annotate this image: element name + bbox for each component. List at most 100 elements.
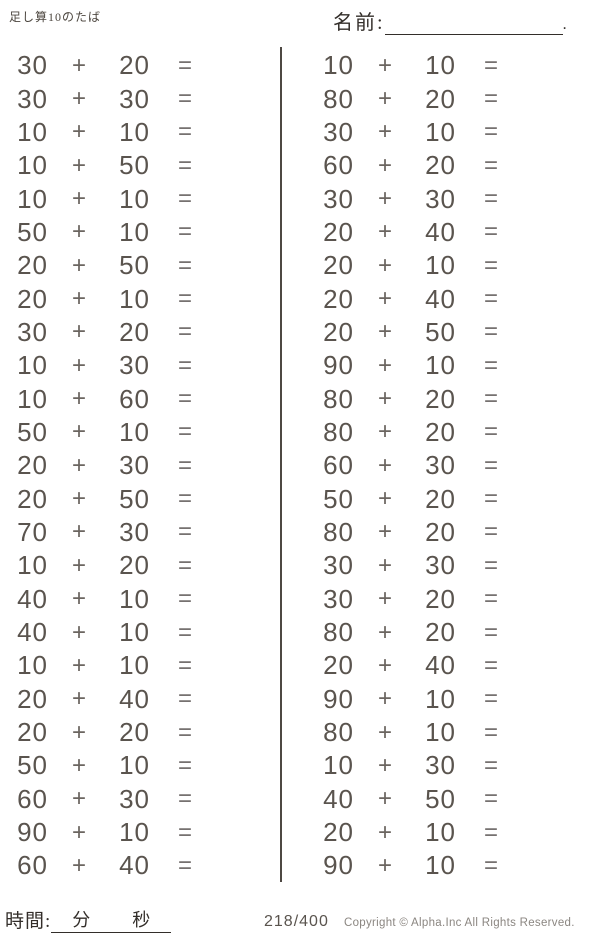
- equals-sign: =: [178, 751, 193, 779]
- problem-row: 70 + 30 =: [8, 516, 228, 549]
- operand-1: 20: [17, 483, 48, 514]
- problem-row: 20 + 50 =: [8, 482, 228, 515]
- problem-row: 90 + 10 =: [314, 683, 534, 716]
- plus-operator: +: [71, 385, 86, 413]
- operand-1: 30: [323, 550, 354, 581]
- plus-operator: +: [377, 451, 392, 479]
- operand-1: 10: [17, 350, 48, 381]
- plus-operator: +: [377, 518, 392, 546]
- operand-2: 10: [119, 750, 150, 781]
- equals-sign: =: [178, 618, 193, 646]
- operand-2: 30: [425, 550, 456, 581]
- plus-operator: +: [71, 185, 86, 213]
- plus-operator: +: [71, 118, 86, 146]
- operand-1: 20: [17, 717, 48, 748]
- problem-row: 80 + 20 =: [314, 616, 534, 649]
- plus-operator: +: [71, 85, 86, 113]
- operand-2: 50: [119, 250, 150, 281]
- plus-operator: +: [377, 685, 392, 713]
- equals-sign: =: [484, 451, 499, 479]
- problem-row: 10 + 10 =: [314, 49, 534, 82]
- plus-operator: +: [377, 285, 392, 313]
- problem-row: 30 + 30 =: [8, 82, 228, 115]
- problem-row: 20 + 40 =: [314, 282, 534, 315]
- equals-sign: =: [484, 418, 499, 446]
- plus-operator: +: [71, 485, 86, 513]
- plus-operator: +: [377, 385, 392, 413]
- time-label: 時間:: [5, 911, 52, 932]
- seconds-label: 秒: [132, 910, 151, 930]
- problem-row: 30 + 30 =: [314, 549, 534, 582]
- problem-row: 10 + 60 =: [8, 382, 228, 415]
- equals-sign: =: [178, 118, 193, 146]
- operand-1: 40: [17, 583, 48, 614]
- equals-sign: =: [178, 685, 193, 713]
- operand-2: 20: [425, 383, 456, 414]
- operand-1: 50: [17, 416, 48, 447]
- operand-1: 30: [323, 583, 354, 614]
- operand-1: 80: [323, 83, 354, 114]
- operand-1: 50: [17, 216, 48, 247]
- equals-sign: =: [484, 818, 499, 846]
- equals-sign: =: [178, 651, 193, 679]
- equals-sign: =: [178, 451, 193, 479]
- operand-1: 20: [17, 450, 48, 481]
- problem-row: 10 + 10 =: [8, 649, 228, 682]
- plus-operator: +: [377, 818, 392, 846]
- equals-sign: =: [178, 418, 193, 446]
- problem-row: 90 + 10 =: [314, 349, 534, 382]
- problem-row: 30 + 20 =: [8, 49, 228, 82]
- equals-sign: =: [484, 285, 499, 313]
- operand-2: 30: [425, 750, 456, 781]
- plus-operator: +: [71, 218, 86, 246]
- operand-2: 20: [119, 316, 150, 347]
- operand-2: 10: [425, 250, 456, 281]
- operand-2: 60: [119, 383, 150, 414]
- equals-sign: =: [484, 251, 499, 279]
- plus-operator: +: [71, 318, 86, 346]
- operand-2: 10: [119, 283, 150, 314]
- name-input-line[interactable]: [384, 12, 563, 35]
- problem-row: 20 + 10 =: [314, 249, 534, 282]
- problem-row: 20 + 40 =: [314, 649, 534, 682]
- equals-sign: =: [484, 718, 499, 746]
- operand-1: 10: [17, 116, 48, 147]
- problem-row: 60 + 40 =: [8, 849, 228, 882]
- operand-1: 20: [17, 683, 48, 714]
- equals-sign: =: [484, 185, 499, 213]
- operand-2: 50: [425, 783, 456, 814]
- operand-2: 50: [119, 483, 150, 514]
- equals-sign: =: [178, 585, 193, 613]
- plus-operator: +: [377, 785, 392, 813]
- operand-2: 20: [425, 583, 456, 614]
- operand-2: 20: [425, 83, 456, 114]
- plus-operator: +: [71, 518, 86, 546]
- equals-sign: =: [178, 785, 193, 813]
- time-input-line[interactable]: 分秒: [51, 908, 172, 933]
- plus-operator: +: [377, 118, 392, 146]
- equals-sign: =: [484, 85, 499, 113]
- operand-2: 30: [119, 83, 150, 114]
- plus-operator: +: [71, 418, 86, 446]
- equals-sign: =: [484, 651, 499, 679]
- equals-sign: =: [178, 185, 193, 213]
- operand-2: 20: [119, 717, 150, 748]
- operand-1: 20: [323, 283, 354, 314]
- plus-operator: +: [71, 718, 86, 746]
- plus-operator: +: [71, 618, 86, 646]
- operand-2: 40: [119, 683, 150, 714]
- equals-sign: =: [484, 618, 499, 646]
- problem-row: 40 + 10 =: [8, 616, 228, 649]
- operand-2: 10: [119, 617, 150, 648]
- operand-1: 20: [323, 216, 354, 247]
- equals-sign: =: [178, 485, 193, 513]
- operand-2: 20: [119, 50, 150, 81]
- operand-2: 40: [425, 216, 456, 247]
- plus-operator: +: [377, 651, 392, 679]
- operand-1: 60: [17, 850, 48, 881]
- operand-2: 10: [425, 683, 456, 714]
- equals-sign: =: [178, 218, 193, 246]
- problem-row: 80 + 20 =: [314, 516, 534, 549]
- operand-1: 20: [17, 250, 48, 281]
- plus-operator: +: [71, 51, 86, 79]
